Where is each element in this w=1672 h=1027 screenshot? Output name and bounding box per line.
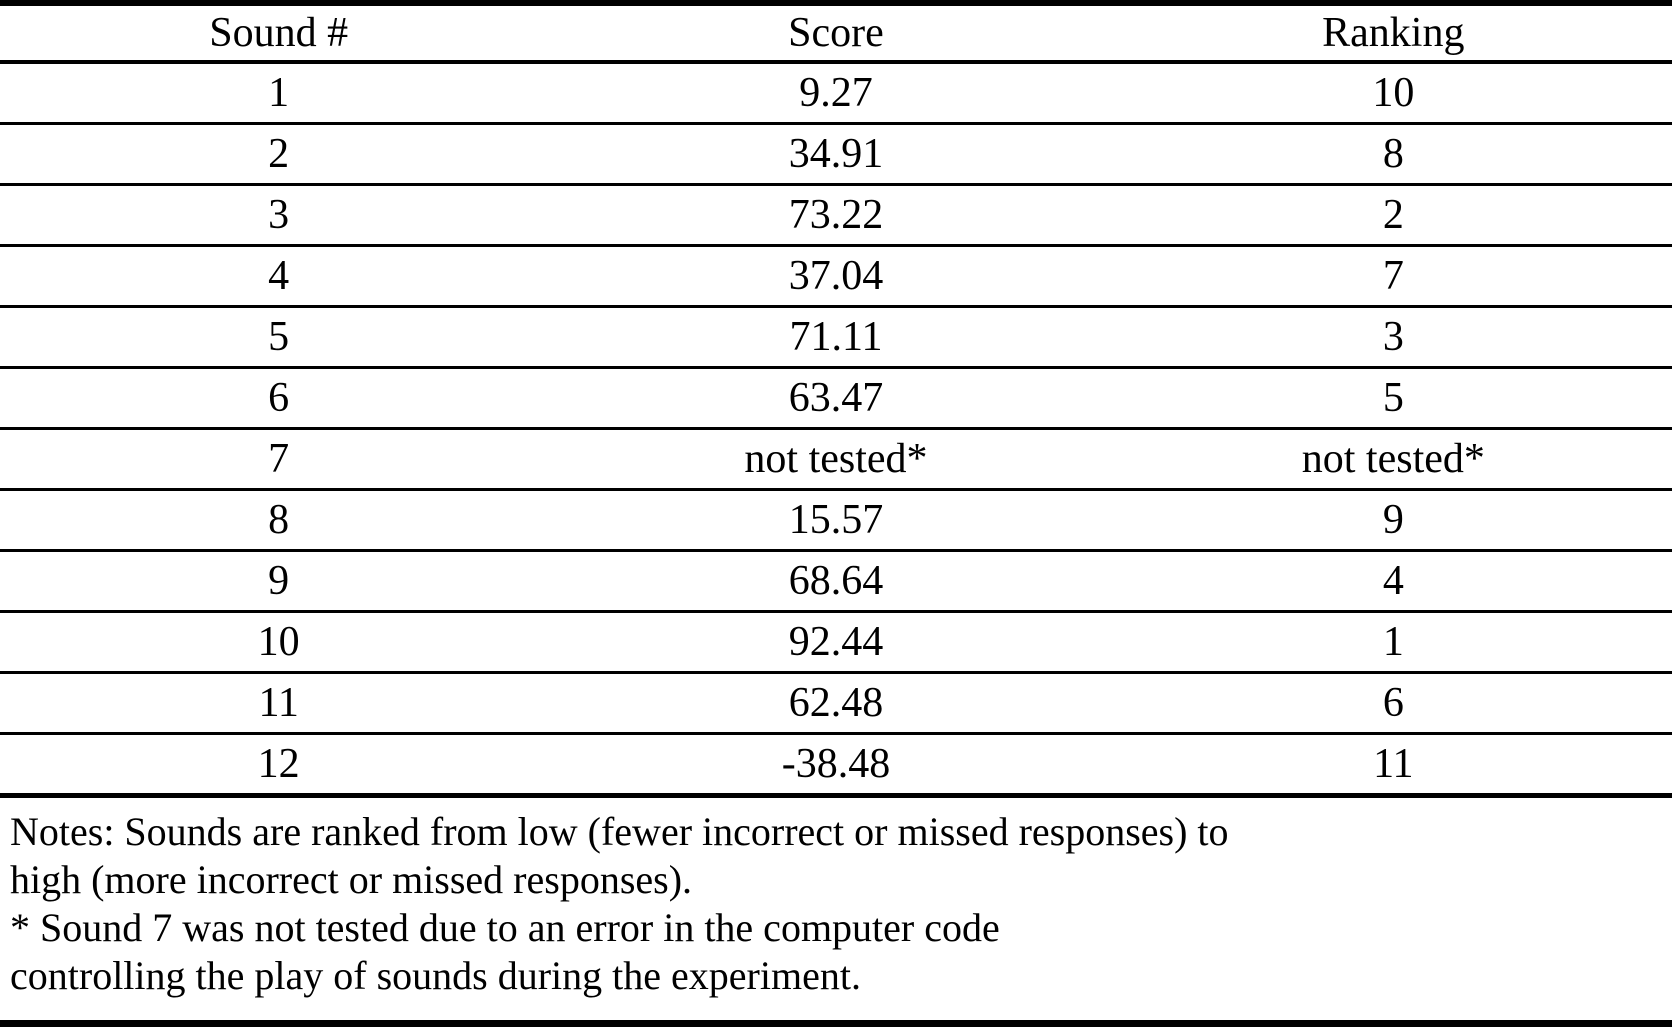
table-row: 11 62.48 6 [0,672,1672,735]
score-cell: not tested* [557,428,1115,491]
sound-cell: 6 [0,367,558,430]
table-row: 9 68.64 4 [0,550,1672,613]
score-cell: 37.04 [557,245,1115,308]
sound-cell: 3 [0,184,558,247]
table-row: 10 92.44 1 [0,611,1672,674]
col-header-score: Score [557,3,1115,64]
table-row: 7 not tested* not tested* [0,428,1672,491]
ranking-cell: 7 [1114,245,1672,308]
table-row: 12 -38.48 11 [0,733,1672,798]
ranking-cell: 2 [1114,184,1672,247]
table-row: 3 73.22 2 [0,184,1672,247]
sound-cell: 7 [0,428,558,491]
score-cell: 92.44 [557,611,1115,674]
score-cell: 9.27 [557,62,1115,125]
sound-cell: 1 [0,62,558,125]
score-cell: 63.47 [557,367,1115,430]
score-cell: -38.48 [557,733,1115,798]
ranking-cell: 9 [1114,489,1672,552]
ranking-cell: 4 [1114,550,1672,613]
sound-cell: 9 [0,550,558,613]
sound-cell: 11 [0,672,558,735]
table-row: 5 71.11 3 [0,306,1672,369]
col-header-sound: Sound # [0,3,558,64]
note-line-3: * Sound 7 was not tested due to an error… [10,905,1000,950]
col-header-ranking: Ranking [1114,3,1672,64]
sound-cell: 12 [0,733,558,798]
score-cell: 73.22 [557,184,1115,247]
table-row: 2 34.91 8 [0,123,1672,186]
header-row: Sound # Score Ranking [0,3,1672,64]
sound-cell: 4 [0,245,558,308]
score-cell: 62.48 [557,672,1115,735]
ranking-cell: 3 [1114,306,1672,369]
score-cell: 15.57 [557,489,1115,552]
note-line-1: Notes: Sounds are ranked from low (fewer… [10,809,1229,854]
ranking-cell: 1 [1114,611,1672,674]
table-row: 6 63.47 5 [0,367,1672,430]
ranking-cell: 6 [1114,672,1672,735]
sound-ranking-table: Sound # Score Ranking 1 9.27 10 2 34.91 … [0,0,1672,798]
ranking-cell: 11 [1114,733,1672,798]
score-cell: 71.11 [557,306,1115,369]
ranking-cell: 10 [1114,62,1672,125]
sound-cell: 5 [0,306,558,369]
sound-cell: 8 [0,489,558,552]
ranking-cell: 5 [1114,367,1672,430]
table-row: 4 37.04 7 [0,245,1672,308]
table-row: 8 15.57 9 [0,489,1672,552]
ranking-cell: 8 [1114,123,1672,186]
score-cell: 68.64 [557,550,1115,613]
table-notes: Notes: Sounds are ranked from low (fewer… [0,798,1672,1020]
ranking-cell: not tested* [1114,428,1672,491]
sound-cell: 2 [0,123,558,186]
note-line-2: high (more incorrect or missed responses… [10,857,693,902]
score-cell: 34.91 [557,123,1115,186]
table-row: 1 9.27 10 [0,62,1672,125]
sound-cell: 10 [0,611,558,674]
note-line-4: controlling the play of sounds during th… [10,953,861,998]
